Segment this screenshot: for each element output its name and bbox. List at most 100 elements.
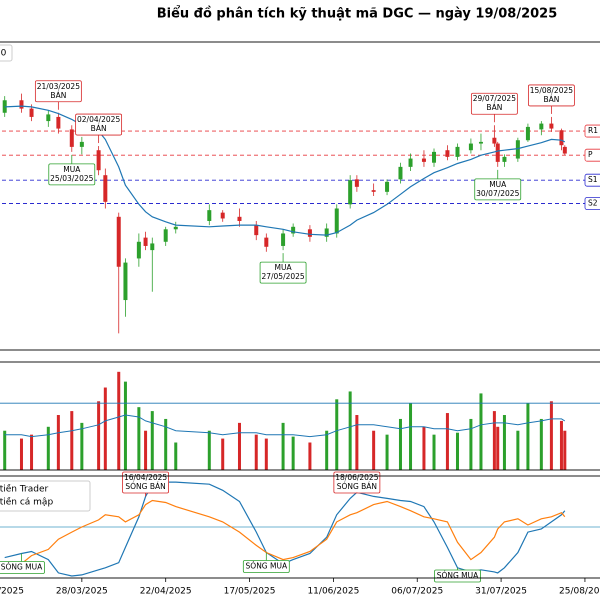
candle-body [478,141,483,144]
volume-bar [559,420,563,470]
x-tick-label: 06/07/2025 [391,587,443,597]
volume-bar [80,422,84,470]
volume-bar [97,401,101,470]
flow-line [4,499,566,569]
candle-body [421,158,426,162]
x-tick-label: 03/03/2025 [0,587,24,597]
volume-bar [291,436,295,470]
signal-label: 27/05/2025 [261,272,304,281]
candle-body [237,216,242,221]
panel-frame [0,41,600,351]
candle-body [79,141,84,147]
ma-line [4,105,566,236]
volume-bar [479,393,483,470]
volume-bar [335,399,339,470]
volume-bar [422,426,426,470]
volume-bar [539,418,543,470]
signal-box [259,261,307,284]
legend-label: Dòng tiền Trader [0,484,48,495]
panel-frame [0,361,600,471]
volume-bar [526,403,530,470]
candle-body [455,146,460,157]
volume-bar [150,411,154,470]
volume-bar [46,426,50,470]
candle-body [354,179,359,187]
candle-body [562,146,567,154]
signal-label: BÁN [50,91,66,100]
candle-body [348,180,353,205]
level-box [584,124,600,138]
signal-box [0,561,45,574]
volume-bar [30,434,34,470]
flow-line [4,481,566,577]
level-label: S2 [588,198,598,207]
volume-bar [70,411,74,470]
volume-bar [502,415,506,470]
volume-bar [117,371,121,470]
candle-body [254,225,259,236]
volume-bar [549,401,553,470]
level-label: R1 [588,126,598,135]
volume-bar [385,434,389,470]
signal-label: MUA [489,180,507,189]
volume-bar [355,415,359,470]
signal-label: SÓNG MUA [1,563,43,572]
volume-bar [409,403,413,470]
candle-body [150,243,155,251]
signal-label: MUA [275,263,293,272]
x-tick-label: 28/03/2025 [56,587,108,597]
volume-bar [144,430,148,470]
candle-body [29,108,34,117]
volume-bar [207,430,211,470]
x-tick-label: 25/08/2025 [559,587,600,597]
candle-body [559,130,564,146]
volume-bar [19,438,23,470]
volume-bar [237,422,241,470]
candle-body [324,228,329,237]
level-label: P [588,150,593,159]
candle-body [502,156,507,162]
volume-bar [3,430,7,470]
volume-bar [174,442,178,470]
level-label: S1 [588,175,598,184]
x-tick-label: 17/05/2025 [224,587,276,597]
volume-bar [137,407,141,470]
volume-bar [445,413,449,470]
signal-label: 18/06/2025 [335,473,378,482]
legend-label: Dòng tiền cá mập [0,497,53,508]
volume-bar [496,426,500,470]
candle-body [173,226,178,230]
candle-body [56,116,61,129]
candle-body [492,137,497,144]
candle-body [371,190,376,192]
candle-body [539,123,544,130]
candle-body [123,262,128,301]
signal-label: BÁN [543,95,559,104]
volume-bar [563,430,567,470]
x-tick-label: 11/06/2025 [307,587,359,597]
level-box [584,173,600,187]
candle-body [334,208,339,234]
legend-label: MA20 [0,49,7,59]
volume-bar [281,422,285,470]
volume-bar [492,411,496,470]
candle-body [398,166,403,180]
candle-body [281,233,286,246]
legend-box [0,44,13,62]
candle-body [445,150,450,157]
volume-bar [264,438,268,470]
volume-bar [432,434,436,470]
volume-bar [516,430,520,470]
signal-label: 16/04/2025 [124,473,167,482]
volume-bar [469,418,473,470]
candle-body [163,229,168,242]
candle-body [116,216,121,267]
candle-body [432,151,437,163]
signal-label: 02/04/2025 [77,115,120,124]
candle-body [143,237,148,246]
volume-ma [4,414,566,438]
candle-body [46,114,51,122]
candle-body [136,241,141,259]
candle-body [69,129,74,147]
